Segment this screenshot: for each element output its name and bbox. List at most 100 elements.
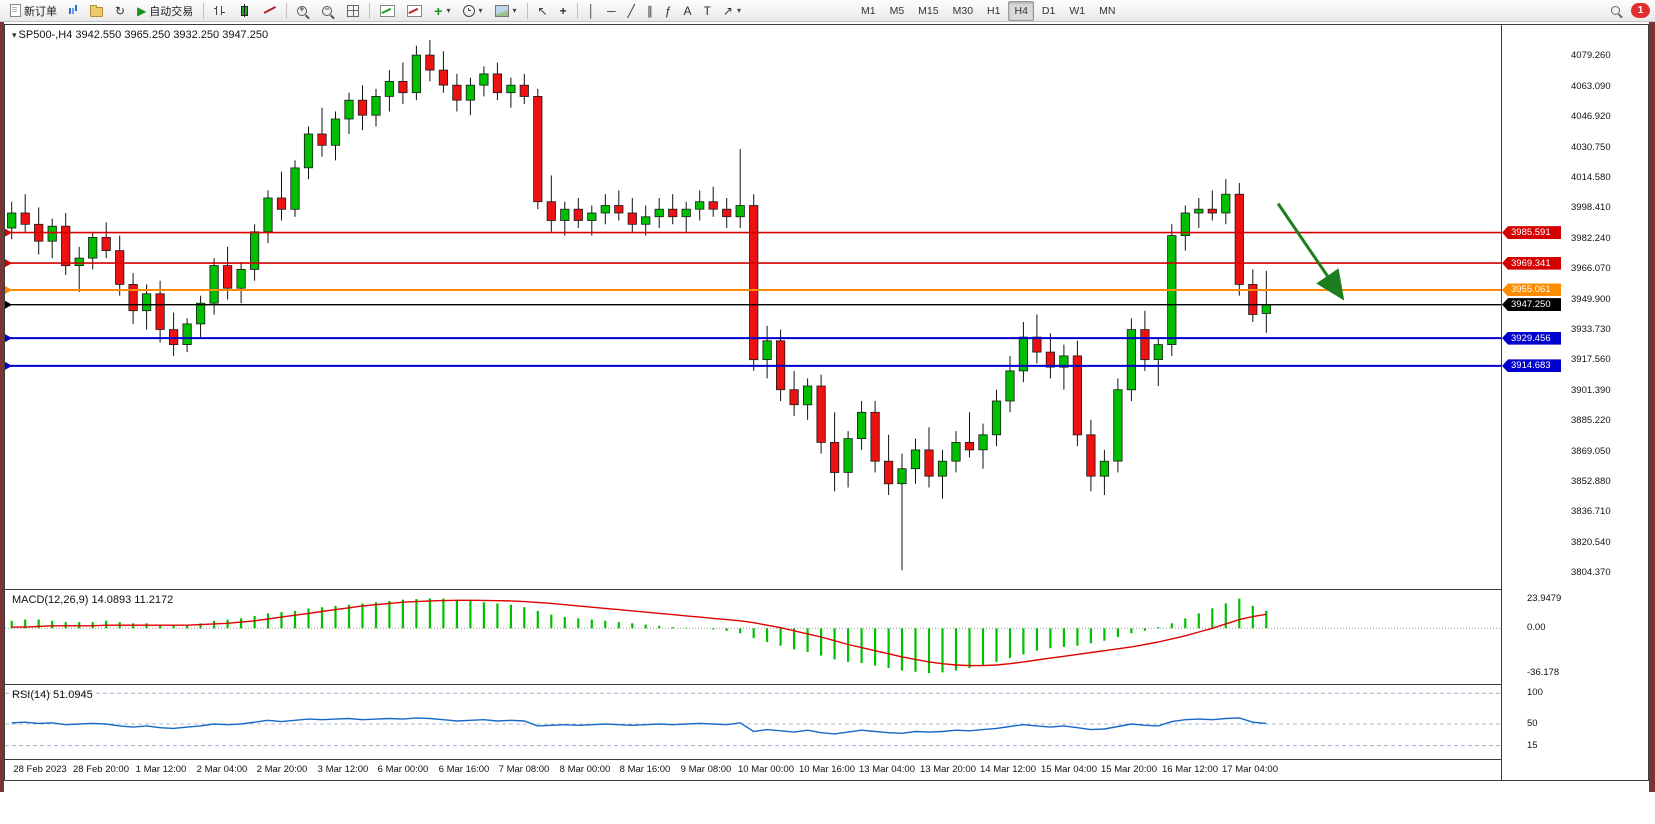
timeframe-m15[interactable]: M15 bbox=[918, 4, 939, 17]
candle bbox=[101, 222, 111, 259]
candle bbox=[1086, 419, 1096, 492]
profiles-button[interactable] bbox=[85, 1, 108, 21]
candle bbox=[519, 73, 529, 104]
search-button[interactable] bbox=[1606, 1, 1629, 21]
candle bbox=[276, 171, 287, 221]
candle bbox=[614, 190, 624, 221]
line-chart-type-button[interactable] bbox=[259, 1, 281, 21]
add-indicator-button[interactable]: + ▾ bbox=[429, 1, 455, 21]
candle bbox=[722, 198, 732, 228]
price-axis-label: 3917.560 bbox=[1571, 354, 1611, 366]
new-order-button[interactable]: 新订单 bbox=[5, 1, 62, 21]
candle bbox=[371, 88, 381, 127]
horizontal-line-button[interactable]: ─ bbox=[602, 1, 621, 21]
candle bbox=[951, 431, 961, 473]
fibonacci-button[interactable]: ƒ bbox=[660, 1, 677, 21]
time-axis-label: 10 Mar 16:00 bbox=[799, 764, 855, 775]
charts-icon bbox=[69, 7, 71, 14]
candle bbox=[654, 198, 664, 228]
arrows-tool-button[interactable]: ↗ ▾ bbox=[718, 1, 746, 21]
candlestick-type-button[interactable] bbox=[232, 1, 257, 21]
timeframe-h1[interactable]: H1 bbox=[987, 4, 1001, 17]
zoom-out-button[interactable] bbox=[317, 1, 340, 21]
price-pane[interactable] bbox=[5, 25, 1501, 589]
candle bbox=[735, 149, 745, 228]
time-axis-label: 16 Mar 12:00 bbox=[1162, 764, 1218, 775]
macd-axis-label: 23.9479 bbox=[1527, 592, 1562, 604]
new-order-icon bbox=[10, 4, 21, 17]
candle bbox=[816, 374, 826, 454]
candle bbox=[195, 295, 206, 338]
trend-arrow[interactable] bbox=[1276, 202, 1345, 301]
candle bbox=[128, 273, 138, 324]
timeframe-m30[interactable]: M30 bbox=[952, 4, 974, 17]
candle bbox=[438, 51, 449, 93]
candle bbox=[978, 423, 988, 469]
candle bbox=[1113, 378, 1123, 473]
price-axis-label: 4079.260 bbox=[1571, 50, 1611, 62]
notification-badge[interactable]: 1 bbox=[1631, 3, 1650, 18]
candle bbox=[937, 449, 948, 499]
search-icon bbox=[1611, 6, 1620, 15]
zoom-in-button[interactable] bbox=[292, 1, 315, 21]
cursor-button[interactable]: ↖ bbox=[533, 1, 553, 21]
time-axis-label: 13 Mar 20:00 bbox=[920, 764, 976, 775]
timeframe-h4[interactable]: H4 bbox=[1008, 0, 1034, 21]
candle bbox=[1005, 355, 1015, 413]
price-tag: 3914.683 bbox=[1502, 359, 1561, 373]
line-left-marker bbox=[5, 334, 12, 343]
pane-separator[interactable] bbox=[5, 589, 1648, 590]
periods-menu-button[interactable]: ▾ bbox=[458, 1, 488, 21]
auto-trading-button[interactable]: ▶ 自动交易 bbox=[132, 1, 198, 21]
price-tag: 3955.061 bbox=[1502, 283, 1561, 297]
templates-menu-button[interactable]: ▾ bbox=[490, 1, 522, 21]
crosshair-button[interactable]: + bbox=[555, 1, 572, 21]
timeframe-m5[interactable]: M5 bbox=[889, 4, 905, 17]
vertical-line-icon: │ bbox=[587, 3, 596, 18]
price-axis-label: 3982.240 bbox=[1571, 232, 1611, 244]
bar-chart-type-button[interactable] bbox=[209, 1, 230, 21]
toolbar-separator bbox=[576, 2, 578, 19]
candle bbox=[384, 70, 395, 112]
price-tag: 3929.456 bbox=[1502, 331, 1561, 345]
time-axis-label: 15 Mar 20:00 bbox=[1101, 764, 1157, 775]
text-tool-button[interactable]: A bbox=[679, 1, 697, 21]
price-axis-label: 4046.920 bbox=[1571, 111, 1611, 123]
candle bbox=[20, 194, 30, 232]
channel-button[interactable]: ∥ bbox=[642, 1, 658, 21]
time-axis[interactable]: 28 Feb 2023 28 Feb 20:00 1 Mar 12:00 2 Mar … bbox=[5, 761, 1501, 779]
candle bbox=[924, 427, 934, 488]
price-axis[interactable]: 4079.260 4063.090 4046.920 4030.750 4014.580… bbox=[1501, 25, 1648, 780]
candle bbox=[465, 77, 476, 116]
label-tool-button[interactable]: T bbox=[699, 1, 716, 21]
chevron-down-icon: ▾ bbox=[478, 6, 483, 15]
indicators-window-button[interactable] bbox=[375, 1, 400, 21]
rsi-pane[interactable] bbox=[5, 687, 1501, 758]
trendline-button[interactable]: ╱ bbox=[623, 1, 640, 21]
chart-menu-icon[interactable]: ▾ bbox=[12, 30, 17, 40]
candle bbox=[398, 62, 408, 104]
timeframe-d1[interactable]: D1 bbox=[1041, 4, 1056, 17]
candle bbox=[479, 66, 489, 97]
candle bbox=[344, 92, 354, 134]
vertical-line-button[interactable]: │ bbox=[583, 1, 601, 21]
timeframe-m1[interactable]: M1 bbox=[860, 4, 876, 17]
candle bbox=[452, 73, 462, 112]
pane-separator[interactable] bbox=[5, 684, 1648, 685]
candle bbox=[668, 194, 678, 225]
candle bbox=[910, 438, 921, 484]
objects-window-button[interactable] bbox=[402, 1, 427, 21]
candle bbox=[1234, 182, 1244, 296]
timeframe-mn[interactable]: MN bbox=[1099, 4, 1116, 17]
time-axis-label: 6 Mar 00:00 bbox=[377, 764, 429, 775]
charts-button[interactable] bbox=[64, 1, 83, 21]
macd-signal-line bbox=[11, 599, 1267, 667]
timeframe-w1[interactable]: W1 bbox=[1069, 4, 1086, 17]
macd-pane[interactable] bbox=[5, 591, 1501, 683]
refresh-button[interactable]: ↻ bbox=[110, 1, 130, 21]
candle bbox=[290, 160, 300, 217]
trendline-icon: ╱ bbox=[627, 3, 635, 18]
price-tag: 3947.250 bbox=[1502, 298, 1561, 312]
candle bbox=[587, 205, 597, 236]
tile-windows-button[interactable] bbox=[342, 1, 364, 21]
